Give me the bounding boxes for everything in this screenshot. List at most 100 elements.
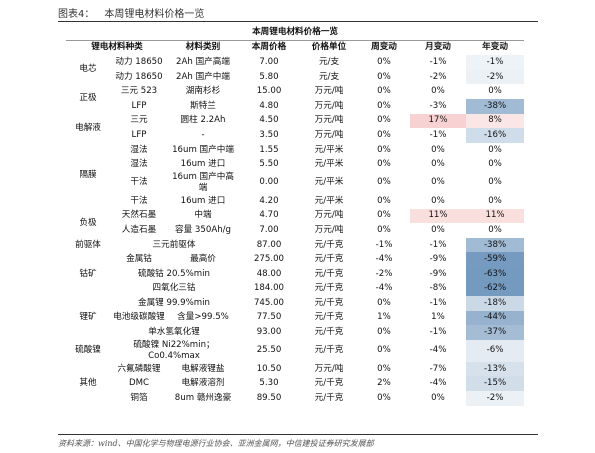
year: -1%	[466, 55, 525, 70]
caption: 图表4： 本周锂电材料价格一览	[58, 5, 538, 22]
unit: 元/千克	[314, 327, 344, 338]
month: -1%	[429, 327, 447, 338]
unit: 元/平米	[314, 177, 344, 188]
material: 硫酸钴 20.5%min	[137, 268, 211, 279]
unit: 万元/吨	[314, 363, 344, 374]
group-name: 正极	[79, 93, 97, 104]
year: -63%	[466, 266, 525, 282]
year: -38%	[466, 98, 525, 114]
week: 1%	[377, 312, 391, 323]
spec: 16um 国产中端	[172, 144, 234, 155]
material: 三元	[130, 115, 148, 126]
year: -2%	[466, 69, 525, 85]
data-row: 干法 16um 进口 4.20 元/平米 0% 0% 0%	[66, 194, 524, 209]
column-header: 锂电材料种类	[91, 42, 143, 53]
month: -1%	[429, 56, 447, 67]
week: 0%	[377, 86, 391, 97]
column-header: 周变动	[371, 42, 397, 53]
price: 15.00	[256, 86, 282, 97]
column-header: 月变动	[425, 42, 451, 53]
data-row: DMC 电解液溶剂 5.30 元/千克 2% -4% -15%	[66, 376, 525, 392]
week: -4%	[375, 283, 393, 294]
price: 7.00	[259, 56, 279, 67]
spec: 2Ah 国产中端	[176, 71, 230, 82]
material: 湿法	[130, 159, 148, 170]
data-row: 前驱体 三元前驱体 87.00 元/千克 -1% -1% -38%	[66, 237, 525, 253]
data-row: 单水氢氧化锂 93.00 元/千克 0% -1% -37%	[66, 325, 525, 340]
caption-label: 图表4：	[58, 9, 95, 20]
header-row: 锂电材料种类 材料类别 本周价格 价格单位 周变动 月变动 年变动	[66, 40, 524, 55]
unit: 元/千克	[314, 239, 344, 250]
unit: 万元/吨	[314, 86, 344, 97]
price: 4.20	[259, 195, 279, 206]
spec: 16um 进口	[180, 159, 226, 170]
data-row: 负极 天然石墨 中端 4.70 万元/吨 0% 11% 11%	[66, 208, 525, 228]
spec: 16um 进口	[180, 195, 226, 206]
week: 0%	[377, 159, 391, 170]
week: 0%	[377, 100, 391, 111]
group-name: 钴矿	[79, 268, 97, 279]
week: 0%	[377, 144, 391, 155]
week: 2%	[377, 378, 391, 389]
material: 干法	[130, 195, 148, 206]
unit: 元/平米	[314, 144, 344, 155]
week: 0%	[377, 71, 391, 82]
year: -2%	[466, 391, 525, 406]
month: 17%	[410, 113, 466, 129]
unit: 元/千克	[314, 297, 344, 308]
price: 0.00	[259, 177, 279, 188]
year: -38%	[466, 237, 525, 253]
week: 0%	[377, 129, 391, 140]
year: -18%	[466, 296, 525, 311]
column-header: 年变动	[482, 42, 508, 53]
data-row: LFP 斯特兰 4.80 万元/吨 0% -3% -38%	[66, 98, 525, 114]
data-row: 动力 18650 2Ah 国产中端 5.80 元/支 0% -2% -2%	[66, 69, 525, 85]
week: 0%	[377, 297, 391, 308]
spec: 容量 350Ah/g	[175, 224, 231, 235]
month: 0%	[431, 144, 445, 155]
year: -13%	[466, 361, 525, 377]
price: 3.50	[259, 129, 279, 140]
group-name: 电芯	[79, 64, 97, 75]
unit: 元/千克	[314, 312, 344, 323]
month: -3%	[429, 100, 447, 111]
month: -8%	[429, 283, 447, 294]
column-header: 价格单位	[311, 42, 347, 53]
data-row: 电解液 三元 圆柱 2.2Ah 4.50 万元/吨 0% 17% 8%	[66, 113, 525, 133]
year: -37%	[466, 325, 525, 340]
table-title: 本周锂电材料价格一览	[66, 25, 525, 41]
group-name: 电解液	[75, 122, 101, 133]
year: -62%	[466, 281, 525, 297]
week: 0%	[377, 363, 391, 374]
year: -15%	[466, 376, 525, 392]
month: -1%	[429, 297, 447, 308]
week: 0%	[377, 345, 391, 356]
column-header: 本周价格	[251, 42, 287, 53]
spec: 电解液锂盐	[181, 363, 225, 374]
unit: 元/支	[318, 71, 340, 82]
unit: 万元/吨	[314, 100, 344, 111]
price: 745.00	[253, 297, 285, 308]
group-name: 隔膜	[79, 170, 97, 181]
month: -9%	[429, 254, 447, 265]
spec: 含量>99.5%	[177, 312, 229, 323]
spec: 最高价	[190, 254, 216, 265]
year: -6%	[466, 339, 525, 362]
unit: 元/千克	[314, 378, 344, 389]
data-row: LFP - 3.50 万元/吨 0% -1% -16%	[66, 128, 525, 143]
month: -1%	[429, 129, 447, 140]
week: 0%	[377, 195, 391, 206]
price: 5.50	[259, 159, 279, 170]
price: 7.00	[259, 224, 279, 235]
material: 金属钴	[126, 254, 152, 265]
unit: 元/支	[318, 56, 340, 67]
spec: -	[201, 129, 205, 140]
material: LFP	[131, 100, 147, 111]
price: 93.00	[256, 327, 282, 338]
week: 0%	[377, 177, 391, 188]
unit: 元/千克	[314, 345, 344, 356]
data-row: 硫酸镍 硫酸镍 Ni22%min；Co0.4%max 25.50 元/千克 0% -4% -…	[66, 339, 525, 362]
price: 10.50	[256, 363, 282, 374]
price: 4.70	[259, 210, 279, 221]
group-name: 负极	[79, 217, 97, 228]
